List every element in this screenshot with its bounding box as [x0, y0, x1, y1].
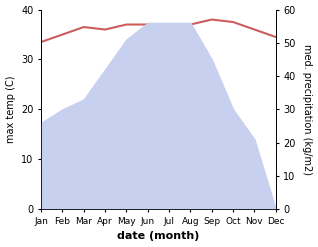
- Y-axis label: med. precipitation (kg/m2): med. precipitation (kg/m2): [302, 44, 313, 175]
- Y-axis label: max temp (C): max temp (C): [5, 76, 16, 143]
- X-axis label: date (month): date (month): [117, 231, 200, 242]
